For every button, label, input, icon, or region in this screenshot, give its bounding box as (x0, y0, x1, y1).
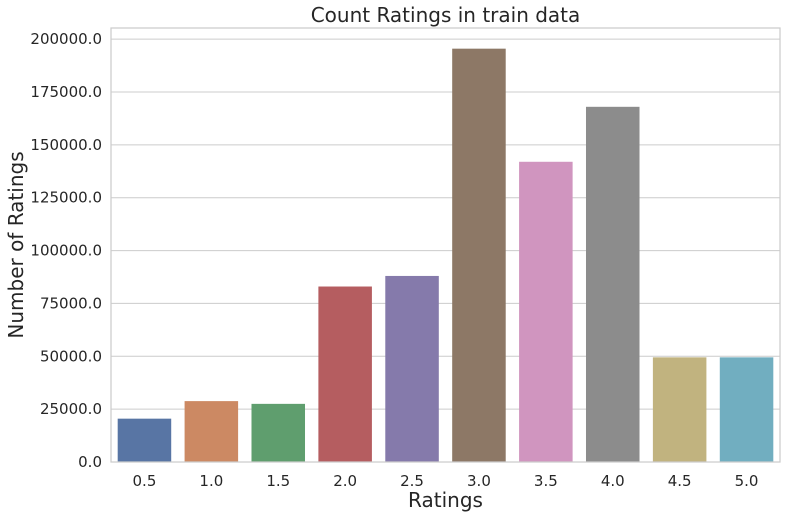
plot-frame (110, 27, 781, 463)
bar-3.0 (452, 48, 506, 463)
bars (117, 48, 774, 463)
y-tick-label: 75000.0 (40, 294, 102, 312)
y-tick-label: 25000.0 (40, 400, 102, 418)
bar-4.0 (585, 106, 640, 463)
y-tick-label: 100000.0 (30, 242, 102, 260)
bar-0.5 (117, 418, 172, 462)
bar-4.5 (652, 357, 707, 462)
y-tick-label: 50000.0 (40, 347, 102, 365)
x-tick-label: 3.5 (534, 472, 558, 490)
x-axis-ticks: 0.5 1.0 1.5 2.0 2.5 3.0 3.5 4.0 4.5 5.0 (133, 472, 759, 490)
chart-title: Count Ratings in train data (311, 3, 581, 27)
y-tick-label: 150000.0 (30, 136, 102, 154)
bar-5.0 (719, 357, 774, 462)
bar-1.5 (251, 403, 306, 462)
x-tick-label: 0.5 (133, 472, 157, 490)
x-tick-label: 1.0 (199, 472, 223, 490)
x-tick-label: 2.5 (400, 472, 424, 490)
bar-1.0 (184, 401, 239, 462)
y-tick-label: 0.0 (78, 453, 102, 471)
bar-3.5 (519, 161, 573, 462)
y-tick-label: 125000.0 (30, 189, 102, 207)
x-tick-label: 4.5 (668, 472, 692, 490)
x-tick-label: 3.0 (467, 472, 491, 490)
y-tick-label: 175000.0 (30, 83, 102, 101)
x-tick-label: 1.5 (266, 472, 290, 490)
y-axis-ticks: 0.0 25000.0 50000.0 75000.0 100000.0 125000.0… (30, 30, 102, 471)
y-tick-label: 200000.0 (30, 30, 102, 48)
y-axis-label: Number of Ratings (4, 151, 28, 338)
x-tick-label: 5.0 (735, 472, 759, 490)
x-tick-label: 2.0 (333, 472, 357, 490)
x-axis-label: Ratings (408, 488, 483, 512)
bar-2.0 (318, 286, 372, 462)
x-tick-label: 4.0 (601, 472, 625, 490)
bar-2.5 (385, 275, 439, 462)
